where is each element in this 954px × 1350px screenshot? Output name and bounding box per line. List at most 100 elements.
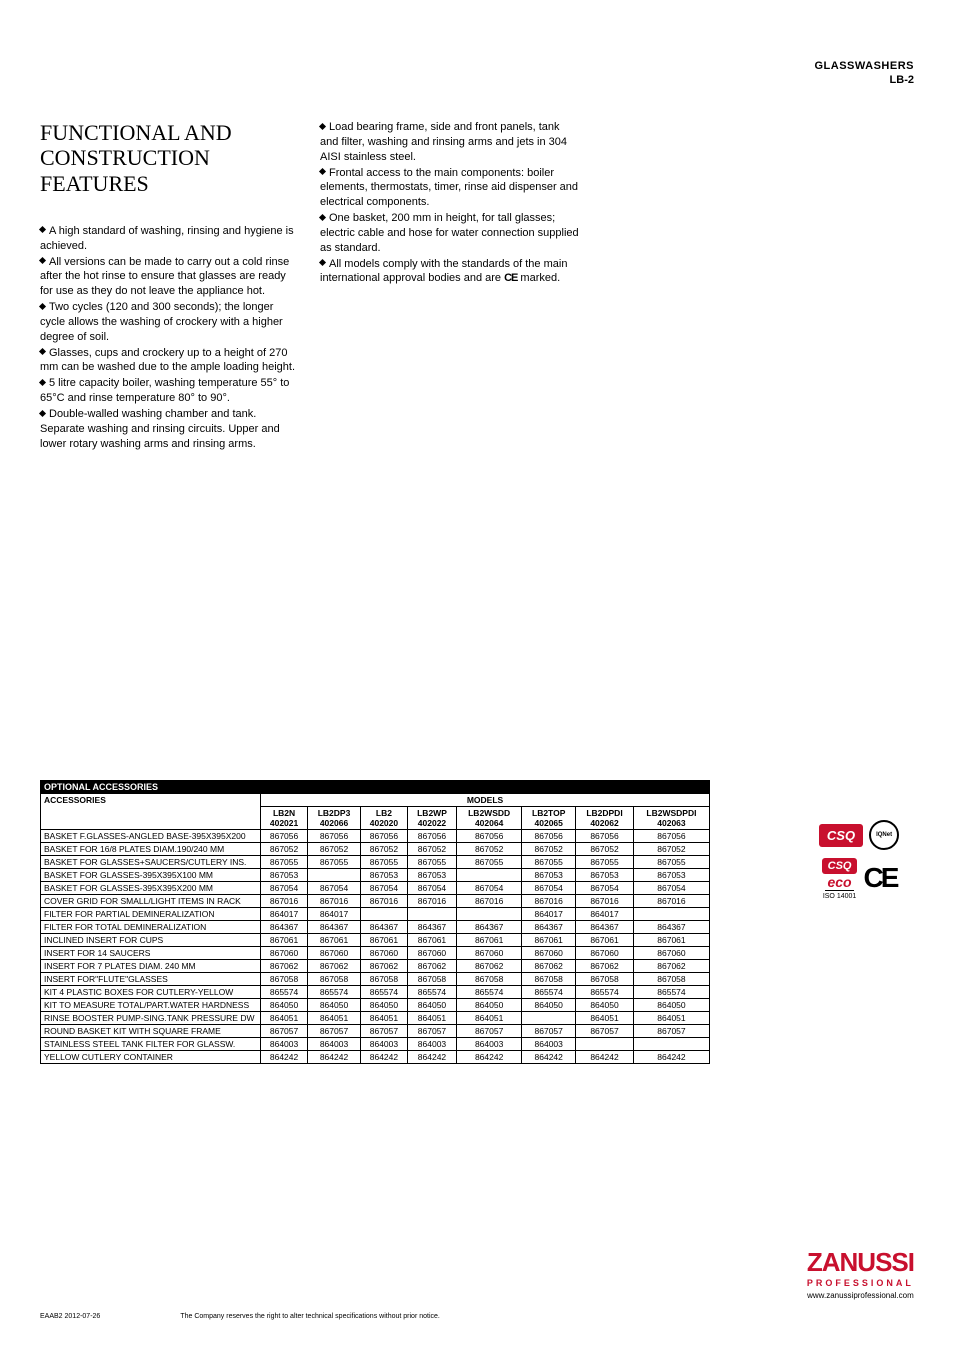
accessory-name: ROUND BASKET KIT WITH SQUARE FRAME — [41, 1025, 261, 1038]
model-header: LB2WP402022 — [408, 807, 457, 830]
table-row: FILTER FOR TOTAL DEMINERALIZATION8643678… — [41, 921, 710, 934]
cell-value: 864017 — [522, 908, 576, 921]
cell-value: 867056 — [633, 830, 709, 843]
cell-value: 867060 — [261, 947, 308, 960]
table-row: YELLOW CUTLERY CONTAINER8642428642428642… — [41, 1051, 710, 1064]
cell-value: 864051 — [633, 1012, 709, 1025]
cell-value: 867057 — [576, 1025, 634, 1038]
cell-value: 864050 — [360, 999, 407, 1012]
cell-value: 864242 — [456, 1051, 521, 1064]
accessories-header: ACCESSORIES — [41, 794, 261, 830]
cell-value: 867056 — [308, 830, 361, 843]
cell-value: 864242 — [576, 1051, 634, 1064]
model-header: LB2WSDPDI402063 — [633, 807, 709, 830]
bullet-item: Frontal access to the main components: b… — [320, 166, 580, 211]
cell-value: 867054 — [360, 882, 407, 895]
accessory-name: BASKET FOR GLASSES-395X395X100 MM — [41, 869, 261, 882]
cell-value: 867058 — [408, 973, 457, 986]
cell-value: 867055 — [576, 856, 634, 869]
cell-value: 867052 — [408, 843, 457, 856]
cell-value: 864050 — [576, 999, 634, 1012]
cell-value — [456, 869, 521, 882]
cell-value: 864367 — [456, 921, 521, 934]
cell-value: 867060 — [360, 947, 407, 960]
brand-logo: ZANUSSI PROFESSIONAL www.zanussiprofessi… — [807, 1247, 914, 1300]
cell-value: 867053 — [261, 869, 308, 882]
logo-sub: PROFESSIONAL — [807, 1278, 914, 1288]
cell-value: 867052 — [522, 843, 576, 856]
accessory-name: BASKET FOR GLASSES-395X395X200 MM — [41, 882, 261, 895]
cell-value: 867060 — [522, 947, 576, 960]
model-header: LB2DPDI402062 — [576, 807, 634, 830]
cell-value: 867057 — [360, 1025, 407, 1038]
bullet-item: Load bearing frame, side and front panel… — [320, 120, 580, 165]
cell-value: 864003 — [261, 1038, 308, 1051]
iso-text: ISO 14001 — [822, 893, 858, 900]
table-row: STAINLESS STEEL TANK FILTER FOR GLASSW.8… — [41, 1038, 710, 1051]
cell-value: 867052 — [576, 843, 634, 856]
cell-value: 864003 — [456, 1038, 521, 1051]
footer-right: The Company reserves the right to alter … — [180, 1313, 440, 1320]
cell-value: 867060 — [456, 947, 521, 960]
column-2: Load bearing frame, side and front panel… — [320, 120, 580, 453]
cell-value: 867016 — [576, 895, 634, 908]
bullet-item: Double-walled washing chamber and tank. … — [40, 407, 300, 452]
accessory-name: BASKET FOR 16/8 PLATES DIAM.190/240 MM — [41, 843, 261, 856]
cell-value: 867052 — [261, 843, 308, 856]
section-title: FUNCTIONAL AND CONSTRUCTION FEATURES — [40, 120, 300, 196]
cell-value: 867058 — [360, 973, 407, 986]
cell-value: 867016 — [456, 895, 521, 908]
table-row: ROUND BASKET KIT WITH SQUARE FRAME 867057… — [41, 1025, 710, 1038]
model-header: LB2TOP402065 — [522, 807, 576, 830]
cell-value: 864242 — [360, 1051, 407, 1064]
cell-value: 867016 — [308, 895, 361, 908]
cell-value: 867058 — [261, 973, 308, 986]
cell-value: 867056 — [522, 830, 576, 843]
table-row: BASKET F.GLASSES-ANGLED BASE-395X395X200… — [41, 830, 710, 843]
table-row: BASKET FOR 16/8 PLATES DIAM.190/240 MM86… — [41, 843, 710, 856]
cell-value: 867053 — [633, 869, 709, 882]
table-title: OPTIONAL ACCESSORIES — [41, 781, 710, 794]
accessory-name: INCLINED INSERT FOR CUPS — [41, 934, 261, 947]
cell-value: 867053 — [360, 869, 407, 882]
cell-value: 864051 — [576, 1012, 634, 1025]
cell-value: 864367 — [308, 921, 361, 934]
accessory-name: KIT 4 PLASTIC BOXES FOR CUTLERY-YELLOW — [41, 986, 261, 999]
cell-value: 865574 — [408, 986, 457, 999]
cell-value: 867055 — [522, 856, 576, 869]
table-row: INSERT FOR 7 PLATES DIAM. 240 MM86706286… — [41, 960, 710, 973]
cell-value — [576, 1038, 634, 1051]
accessory-name: KIT TO MEASURE TOTAL/PART.WATER HARDNESS — [41, 999, 261, 1012]
cell-value: 865574 — [522, 986, 576, 999]
model-header: LB2402020 — [360, 807, 407, 830]
cell-value: 867061 — [360, 934, 407, 947]
cell-value: 867057 — [408, 1025, 457, 1038]
csq-badge-2: CSQ — [822, 858, 858, 874]
cell-value: 867060 — [408, 947, 457, 960]
cell-value: 864242 — [308, 1051, 361, 1064]
accessory-name: FILTER FOR PARTIAL DEMINERALIZATION — [41, 908, 261, 921]
cell-value: 864367 — [522, 921, 576, 934]
table-row: BASKET FOR GLASSES-395X395X100 MM8670538… — [41, 869, 710, 882]
cell-value: 867055 — [633, 856, 709, 869]
cell-value: 867060 — [633, 947, 709, 960]
cell-value: 867062 — [408, 960, 457, 973]
cell-value — [308, 869, 361, 882]
bullet-item: All models comply with the standards of … — [320, 257, 580, 287]
accessory-name: FILTER FOR TOTAL DEMINERALIZATION — [41, 921, 261, 934]
cell-value — [633, 1038, 709, 1051]
cell-value: 864367 — [408, 921, 457, 934]
cell-value: 867016 — [360, 895, 407, 908]
table-row: COVER GRID FOR SMALL/LIGHT ITEMS IN RACK… — [41, 895, 710, 908]
cell-value: 864050 — [456, 999, 521, 1012]
table-row: BASKET FOR GLASSES+SAUCERS/CUTLERY INS.8… — [41, 856, 710, 869]
cell-value: 864051 — [408, 1012, 457, 1025]
cell-value: 867058 — [308, 973, 361, 986]
accessory-name: INSERT FOR 14 SAUCERS — [41, 947, 261, 960]
table-row: KIT 4 PLASTIC BOXES FOR CUTLERY-YELLOW 86… — [41, 986, 710, 999]
accessories-table-wrap: OPTIONAL ACCESSORIES ACCESSORIES MODELS … — [40, 780, 710, 1064]
bullet-item: 5 litre capacity boiler, washing tempera… — [40, 376, 300, 406]
bullet-item: One basket, 200 mm in height, for tall g… — [320, 211, 580, 256]
cell-value: 864051 — [261, 1012, 308, 1025]
cell-value: 867056 — [261, 830, 308, 843]
